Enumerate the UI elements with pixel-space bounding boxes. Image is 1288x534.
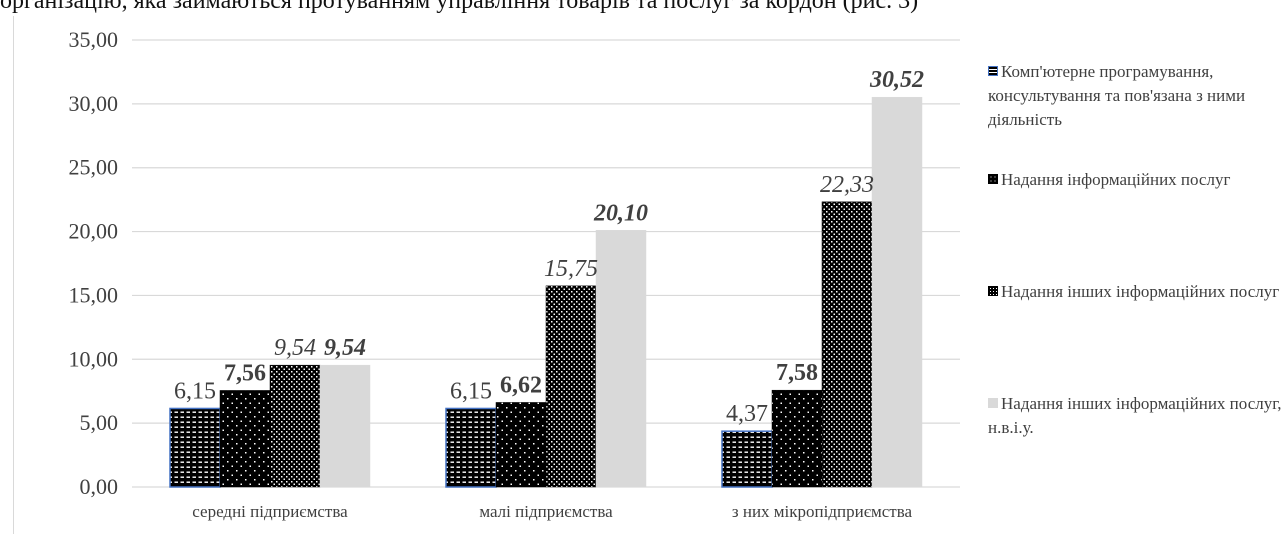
data-label: 6,62	[500, 372, 542, 398]
data-label: 4,37	[726, 401, 768, 427]
y-tick-label: 30,00	[69, 91, 119, 116]
data-label: 9,54	[274, 335, 316, 361]
legend-label: Надання інформаційних послуг	[1001, 170, 1231, 189]
bar	[871, 96, 923, 488]
bar	[595, 230, 647, 488]
bar	[821, 201, 873, 488]
legend-label: Комп'ютерне програмування, консультуванн…	[988, 62, 1246, 129]
x-tick-label: малі підприємства	[479, 502, 613, 521]
y-tick-label: 0,00	[80, 474, 119, 499]
data-label: 6,15	[450, 378, 492, 404]
bar	[219, 390, 271, 488]
bar	[445, 407, 497, 488]
legend-swatch	[988, 286, 998, 296]
y-tick-label: 10,00	[69, 346, 119, 371]
x-tick-label: з них мікропідприємства	[732, 502, 913, 521]
data-label: 7,58	[776, 360, 818, 386]
y-tick-label: 35,00	[69, 27, 119, 52]
data-label: 7,56	[224, 360, 266, 386]
bar	[721, 430, 773, 488]
data-label: 6,15	[174, 378, 216, 404]
y-tick-label: 20,00	[69, 219, 119, 244]
bar	[169, 407, 221, 488]
y-tick-label: 5,00	[80, 410, 119, 435]
caption-fragment: організацію, яка займаються протуванням …	[0, 0, 919, 14]
data-label: 15,75	[544, 256, 598, 282]
legend-label: Надання інших інформаційних послуг	[1001, 282, 1280, 301]
y-tick-label: 25,00	[69, 155, 119, 180]
legend-item: Комп'ютерне програмування, консультуванн…	[988, 60, 1288, 132]
bar	[319, 364, 371, 488]
bar	[495, 402, 547, 488]
bar	[771, 389, 823, 488]
legend-label: Надання інших інформаційних послуг, н.в.…	[988, 394, 1282, 437]
legend-item: Надання інших інформаційних послуг	[988, 280, 1288, 304]
bar	[545, 285, 597, 488]
x-tick-label: середні підприємства	[192, 502, 348, 521]
legend-item: Надання інших інформаційних послуг, н.в.…	[988, 392, 1288, 440]
chart-frame	[13, 16, 1288, 534]
data-label: 30,52	[869, 67, 924, 93]
legend-swatch	[988, 398, 998, 408]
bar	[269, 364, 321, 488]
data-label: 20,10	[593, 200, 648, 226]
data-label: 9,54	[324, 335, 366, 361]
data-label: 22,33	[820, 172, 874, 198]
y-tick-label: 15,00	[69, 282, 119, 307]
legend-item: Надання інформаційних послуг	[988, 168, 1288, 192]
legend-swatch	[988, 66, 998, 76]
legend-swatch	[988, 174, 998, 184]
